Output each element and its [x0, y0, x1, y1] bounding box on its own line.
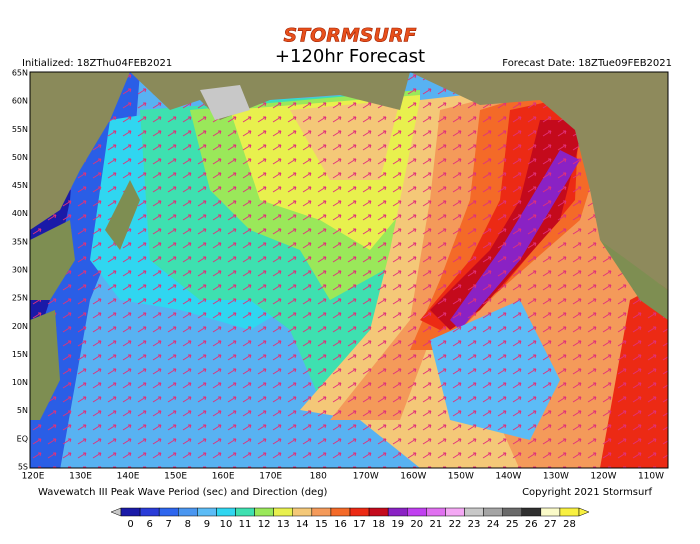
lat-label: 10N	[12, 378, 28, 387]
legend-label: 28	[563, 519, 576, 530]
legend-label: 10	[220, 519, 233, 530]
lon-label: 150E	[164, 472, 187, 482]
land-north-america	[410, 72, 668, 290]
legend-swatch	[235, 507, 255, 517]
map-frame	[29, 71, 669, 469]
land-baja	[600, 240, 668, 320]
lat-label: 25N	[12, 294, 28, 303]
legend-label: 20	[410, 519, 423, 530]
color-legend: 0 6 7 8 9 10 11 12 13 14 15 16 17 18 19 20 21 22 23 24 25 26 2…	[110, 507, 590, 530]
forecast-date: Forecast Date: 18ZTue09FEB2021	[502, 58, 672, 69]
lon-label: 120W	[590, 472, 616, 482]
legend-label: 23	[468, 519, 481, 530]
legend-label: 15	[315, 519, 328, 530]
lat-label: 65N	[12, 69, 28, 78]
lon-label: 130E	[69, 472, 92, 482]
lat-label: EQ	[17, 434, 28, 443]
direction-arrows	[30, 72, 668, 468]
legend-swatch	[197, 507, 217, 517]
legend-swatch	[216, 507, 236, 517]
legend-label: 6	[146, 519, 152, 530]
lat-label: 40N	[12, 209, 28, 218]
lon-labels: 120E 130E 140E 150E 160E 170E 180 170W 160W 150W 1…	[22, 472, 665, 482]
legend-swatch	[120, 507, 141, 517]
legend-label: 17	[353, 519, 366, 530]
lat-label: 5N	[17, 406, 28, 415]
legend-swatch	[483, 507, 503, 517]
lon-label: 150W	[448, 472, 474, 482]
legend-label: 14	[296, 519, 309, 530]
legend-label: 27	[544, 519, 557, 530]
legend-swatch	[445, 507, 465, 517]
lat-label: 30N	[12, 266, 28, 275]
lon-label: 140W	[495, 472, 521, 482]
lon-label: 140E	[117, 472, 140, 482]
legend-swatch	[178, 507, 198, 517]
legend-swatch	[540, 507, 561, 517]
legend-swatch	[502, 507, 522, 517]
copyright: Copyright 2021 Stormsurf	[522, 487, 652, 498]
lat-label: 15N	[12, 350, 28, 359]
brand: STORMSURF	[283, 25, 416, 47]
legend-swatch	[368, 507, 389, 517]
legend-label: 0	[127, 519, 133, 530]
lat-label: 55N	[12, 125, 28, 134]
sea-ice	[200, 85, 250, 120]
legend-label: 19	[391, 519, 404, 530]
land-china	[30, 220, 75, 300]
lon-label: 160W	[400, 472, 426, 482]
land-siberia-alaska	[130, 72, 410, 120]
legend-swatch	[139, 507, 160, 517]
legend-swatch	[330, 507, 351, 517]
lat-label: 45N	[12, 181, 28, 190]
lon-label: 170E	[259, 472, 282, 482]
lon-label: 180	[310, 472, 327, 482]
legend-swatch	[254, 507, 274, 517]
legend-label: 24	[487, 519, 500, 530]
legend-label: 22	[449, 519, 462, 530]
land-japan	[105, 180, 140, 250]
land-asia	[30, 72, 130, 230]
lat-labels: 65N 60N 55N 50N 45N 40N 35N 30N 25N 20N 15N 10N 5N EQ…	[12, 69, 28, 472]
land-philippines	[30, 310, 60, 420]
lat-label: 35N	[12, 237, 28, 246]
legend-label: 8	[185, 519, 191, 530]
lon-label: 110W	[638, 472, 664, 482]
legend-swatch	[464, 507, 484, 517]
legend-swatch	[311, 507, 332, 517]
legend-label: 18	[372, 519, 385, 530]
lon-label: 120E	[22, 472, 45, 482]
legend-label: 13	[277, 519, 290, 530]
legend-swatch	[407, 507, 427, 517]
legend-swatch	[521, 507, 542, 517]
legend-label: 26	[525, 519, 538, 530]
initialized: Initialized: 18ZThu04FEB2021	[22, 58, 172, 69]
legend-label: 7	[166, 519, 172, 530]
lat-label: 60N	[12, 97, 28, 106]
lon-label: 130W	[543, 472, 569, 482]
legend-swatch	[158, 507, 179, 517]
legend-swatch	[292, 507, 313, 517]
legend-swatch	[387, 507, 408, 517]
lat-label: 20N	[12, 322, 28, 331]
legend-label: 12	[258, 519, 271, 530]
legend-swatch	[349, 507, 370, 517]
map	[30, 72, 668, 468]
legend-swatch	[426, 507, 446, 517]
legend-label: 16	[334, 519, 347, 530]
legend-label: 21	[430, 519, 443, 530]
legend-label: 11	[239, 519, 252, 530]
lon-label: 170W	[353, 472, 379, 482]
legend-label: 9	[204, 519, 210, 530]
legend-swatch	[559, 507, 580, 517]
description: Wavewatch III Peak Wave Period (sec) and…	[38, 487, 328, 498]
legend-swatch	[273, 507, 293, 517]
lat-label: 5S	[18, 463, 28, 472]
lon-label: 160E	[212, 472, 235, 482]
lat-label: 50N	[12, 153, 28, 162]
title: +120hr Forecast	[275, 46, 425, 67]
legend-arrow-right	[578, 507, 590, 517]
legend-label: 25	[506, 519, 519, 530]
